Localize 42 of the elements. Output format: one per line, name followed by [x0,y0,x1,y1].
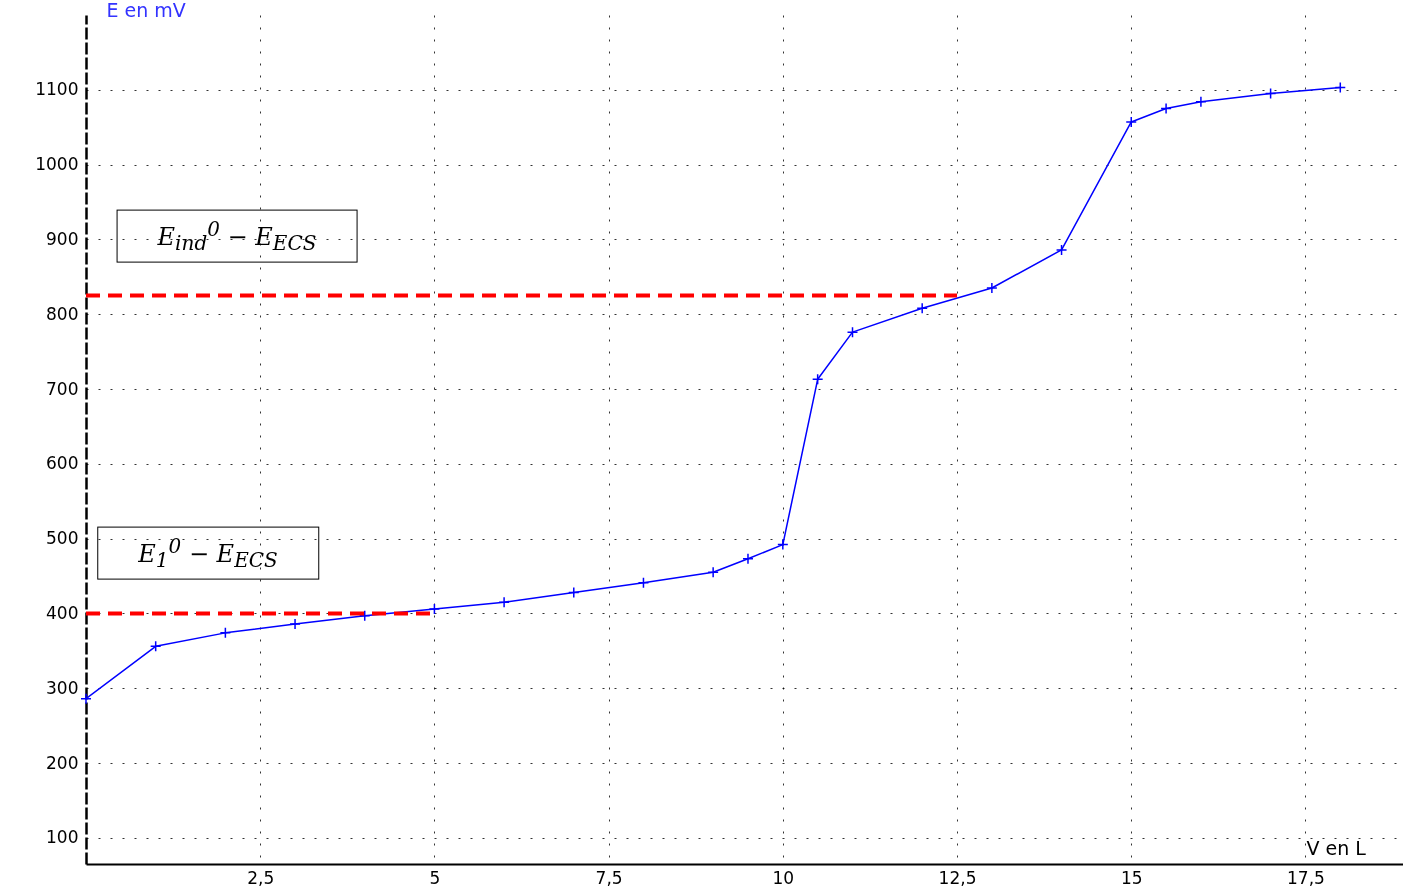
y-axis-title: E en mV [106,0,186,21]
point [811,373,824,386]
y-tick-label: 600 [46,453,79,474]
point [358,609,371,622]
y-tick-label: 900 [46,228,79,249]
point [1195,96,1207,108]
point [428,603,441,615]
point [498,596,510,608]
y-tick-label: 500 [46,528,79,549]
point [742,553,754,565]
point [986,282,998,294]
point [1125,116,1137,128]
point [1334,81,1347,94]
x-tick-label: 17,5 [1287,867,1325,888]
y-tick-label: 100 [46,827,79,848]
point [846,326,859,338]
x-tick-label: 12,5 [938,867,977,888]
x-tick-label: 5 [429,867,441,888]
x-tick-label: 10 [772,867,795,888]
point [637,577,650,589]
point [1055,244,1068,256]
point [1160,102,1172,115]
y-tick-label: 300 [46,677,79,698]
point [80,692,92,705]
y-tick-label: 800 [46,303,79,324]
point [289,618,301,630]
y-tick-label: 400 [46,602,79,623]
point [916,302,928,314]
y-tick-label: 1000 [35,154,79,175]
x-tick-label: 7,5 [595,867,623,888]
x-tick-label: 15 [1120,867,1143,888]
y-tick-label: 1100 [35,79,79,100]
point [149,640,162,653]
x-tick-label: 2,5 [247,867,275,888]
y-tick-label: 700 [46,378,79,399]
point [707,566,719,579]
x-axis-title: V en L [1306,836,1367,859]
point [568,586,580,599]
point [1264,87,1277,100]
point [219,627,232,639]
point [777,538,789,551]
y-tick-label: 200 [46,752,79,773]
